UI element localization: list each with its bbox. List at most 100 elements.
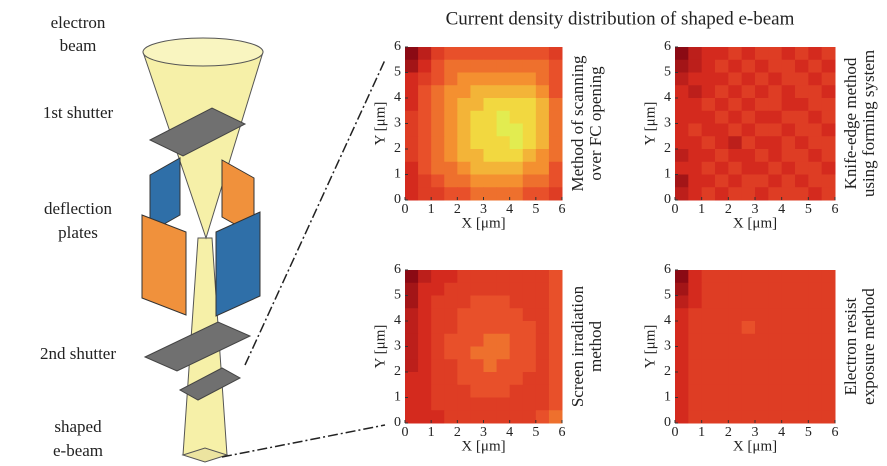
heatmap-cell xyxy=(755,410,769,423)
heatmap-cell xyxy=(549,162,563,175)
heatmap-cell xyxy=(768,47,782,60)
heatmap-cell xyxy=(536,98,550,111)
plate xyxy=(216,212,260,316)
heatmap-cell xyxy=(497,372,511,385)
heatmap-cell xyxy=(715,270,729,283)
heatmap-cell xyxy=(418,398,432,411)
heatmap-cell xyxy=(675,347,689,360)
heatmap-cell xyxy=(675,162,689,175)
heatmap-cell xyxy=(755,334,769,347)
heatmap-cell xyxy=(418,334,432,347)
heatmap-cell xyxy=(536,398,550,411)
heatmap-cell xyxy=(405,47,419,60)
heatmap-cell xyxy=(470,385,484,398)
heatmap-cell xyxy=(405,175,419,188)
heatmap-cell xyxy=(688,124,702,137)
heatmap-cell xyxy=(510,410,524,423)
heatmap-cell xyxy=(782,385,796,398)
heatmap-cell xyxy=(418,283,432,296)
heatmap-cell xyxy=(688,85,702,98)
heatmap-cell xyxy=(484,283,498,296)
heatmap-cell xyxy=(768,136,782,149)
y-tick-label: 2 xyxy=(394,364,401,379)
heatmap-cell xyxy=(822,296,836,309)
heatmap-cell xyxy=(822,334,836,347)
heatmap-cell xyxy=(822,111,836,124)
heatmap-cell xyxy=(405,334,419,347)
heatmap-cell xyxy=(742,334,756,347)
heatmap-cell xyxy=(795,149,809,162)
heatmap-cell xyxy=(755,308,769,321)
heatmap-cell xyxy=(444,136,458,149)
heatmap-cell xyxy=(405,111,419,124)
x-tick-label: 4 xyxy=(778,202,785,217)
heatmap-cell xyxy=(444,398,458,411)
heatmap-cell xyxy=(444,175,458,188)
heatmap-cell xyxy=(782,347,796,360)
heatmap-cell xyxy=(782,124,796,137)
x-tick-label: 1 xyxy=(698,202,705,217)
heatmap-cell xyxy=(523,73,537,86)
heatmap-cell xyxy=(484,296,498,309)
heatmap-cell xyxy=(702,175,716,188)
heatmap-cell xyxy=(497,85,511,98)
heatmap-cell xyxy=(715,162,729,175)
heatmap-cell xyxy=(728,187,742,200)
heatmap-cell xyxy=(470,410,484,423)
heatmap-cell xyxy=(742,410,756,423)
heatmap-cell xyxy=(755,347,769,360)
heatmap-cell xyxy=(688,162,702,175)
heatmap-cell xyxy=(484,98,498,111)
heatmap-cell xyxy=(497,283,511,296)
heatmap-cell xyxy=(688,372,702,385)
heatmap-cell xyxy=(431,111,445,124)
heatmap-cell xyxy=(755,385,769,398)
heatmap-cell xyxy=(808,283,822,296)
heatmap-cell xyxy=(405,283,419,296)
heatmap-cell xyxy=(675,98,689,111)
y-tick-label: 6 xyxy=(394,262,401,277)
heatmap-cell xyxy=(782,283,796,296)
heatmap-cell xyxy=(549,111,563,124)
heatmap-cell xyxy=(418,321,432,334)
heatmap-cell xyxy=(688,111,702,124)
heatmap-cell xyxy=(470,124,484,137)
heatmap-cell xyxy=(510,187,524,200)
chart-title: using forming system xyxy=(859,50,878,197)
heatmap-cell xyxy=(470,296,484,309)
heatmap-cell xyxy=(444,162,458,175)
heatmap-cell xyxy=(497,149,511,162)
heatmap-cell xyxy=(484,359,498,372)
y-tick-label: 5 xyxy=(394,288,401,303)
heatmap-cell xyxy=(688,410,702,423)
heatmap-cell xyxy=(549,98,563,111)
heatmap-cell xyxy=(510,60,524,73)
heatmap-cell xyxy=(688,347,702,360)
heatmap-cell xyxy=(523,124,537,137)
heatmap-cell xyxy=(742,270,756,283)
heatmap-cell xyxy=(405,73,419,86)
heatmap-cell xyxy=(782,398,796,411)
heatmap-cell xyxy=(510,359,524,372)
x-tick-label: 2 xyxy=(725,425,732,440)
heatmap-cell xyxy=(510,398,524,411)
y-tick-label: 4 xyxy=(394,313,401,328)
heatmap-cell xyxy=(808,47,822,60)
heatmap-cell xyxy=(418,308,432,321)
heatmap-cell xyxy=(768,175,782,188)
heatmap-cell xyxy=(536,334,550,347)
heatmap-cell xyxy=(808,398,822,411)
heatmap-cell xyxy=(742,111,756,124)
heatmap-cell xyxy=(822,410,836,423)
heatmap-cell xyxy=(768,187,782,200)
heatmap-cell xyxy=(702,321,716,334)
heatmap-cell xyxy=(675,308,689,321)
heatmap-cell xyxy=(702,296,716,309)
heatmap-cell xyxy=(418,98,432,111)
heatmap-cell xyxy=(444,410,458,423)
page: {"title": "Current density distribution … xyxy=(0,0,887,466)
heatmap-cell xyxy=(822,270,836,283)
heatmap-cell xyxy=(728,321,742,334)
diagram-label: plates xyxy=(58,223,98,242)
diagram-label: electron xyxy=(51,13,106,32)
